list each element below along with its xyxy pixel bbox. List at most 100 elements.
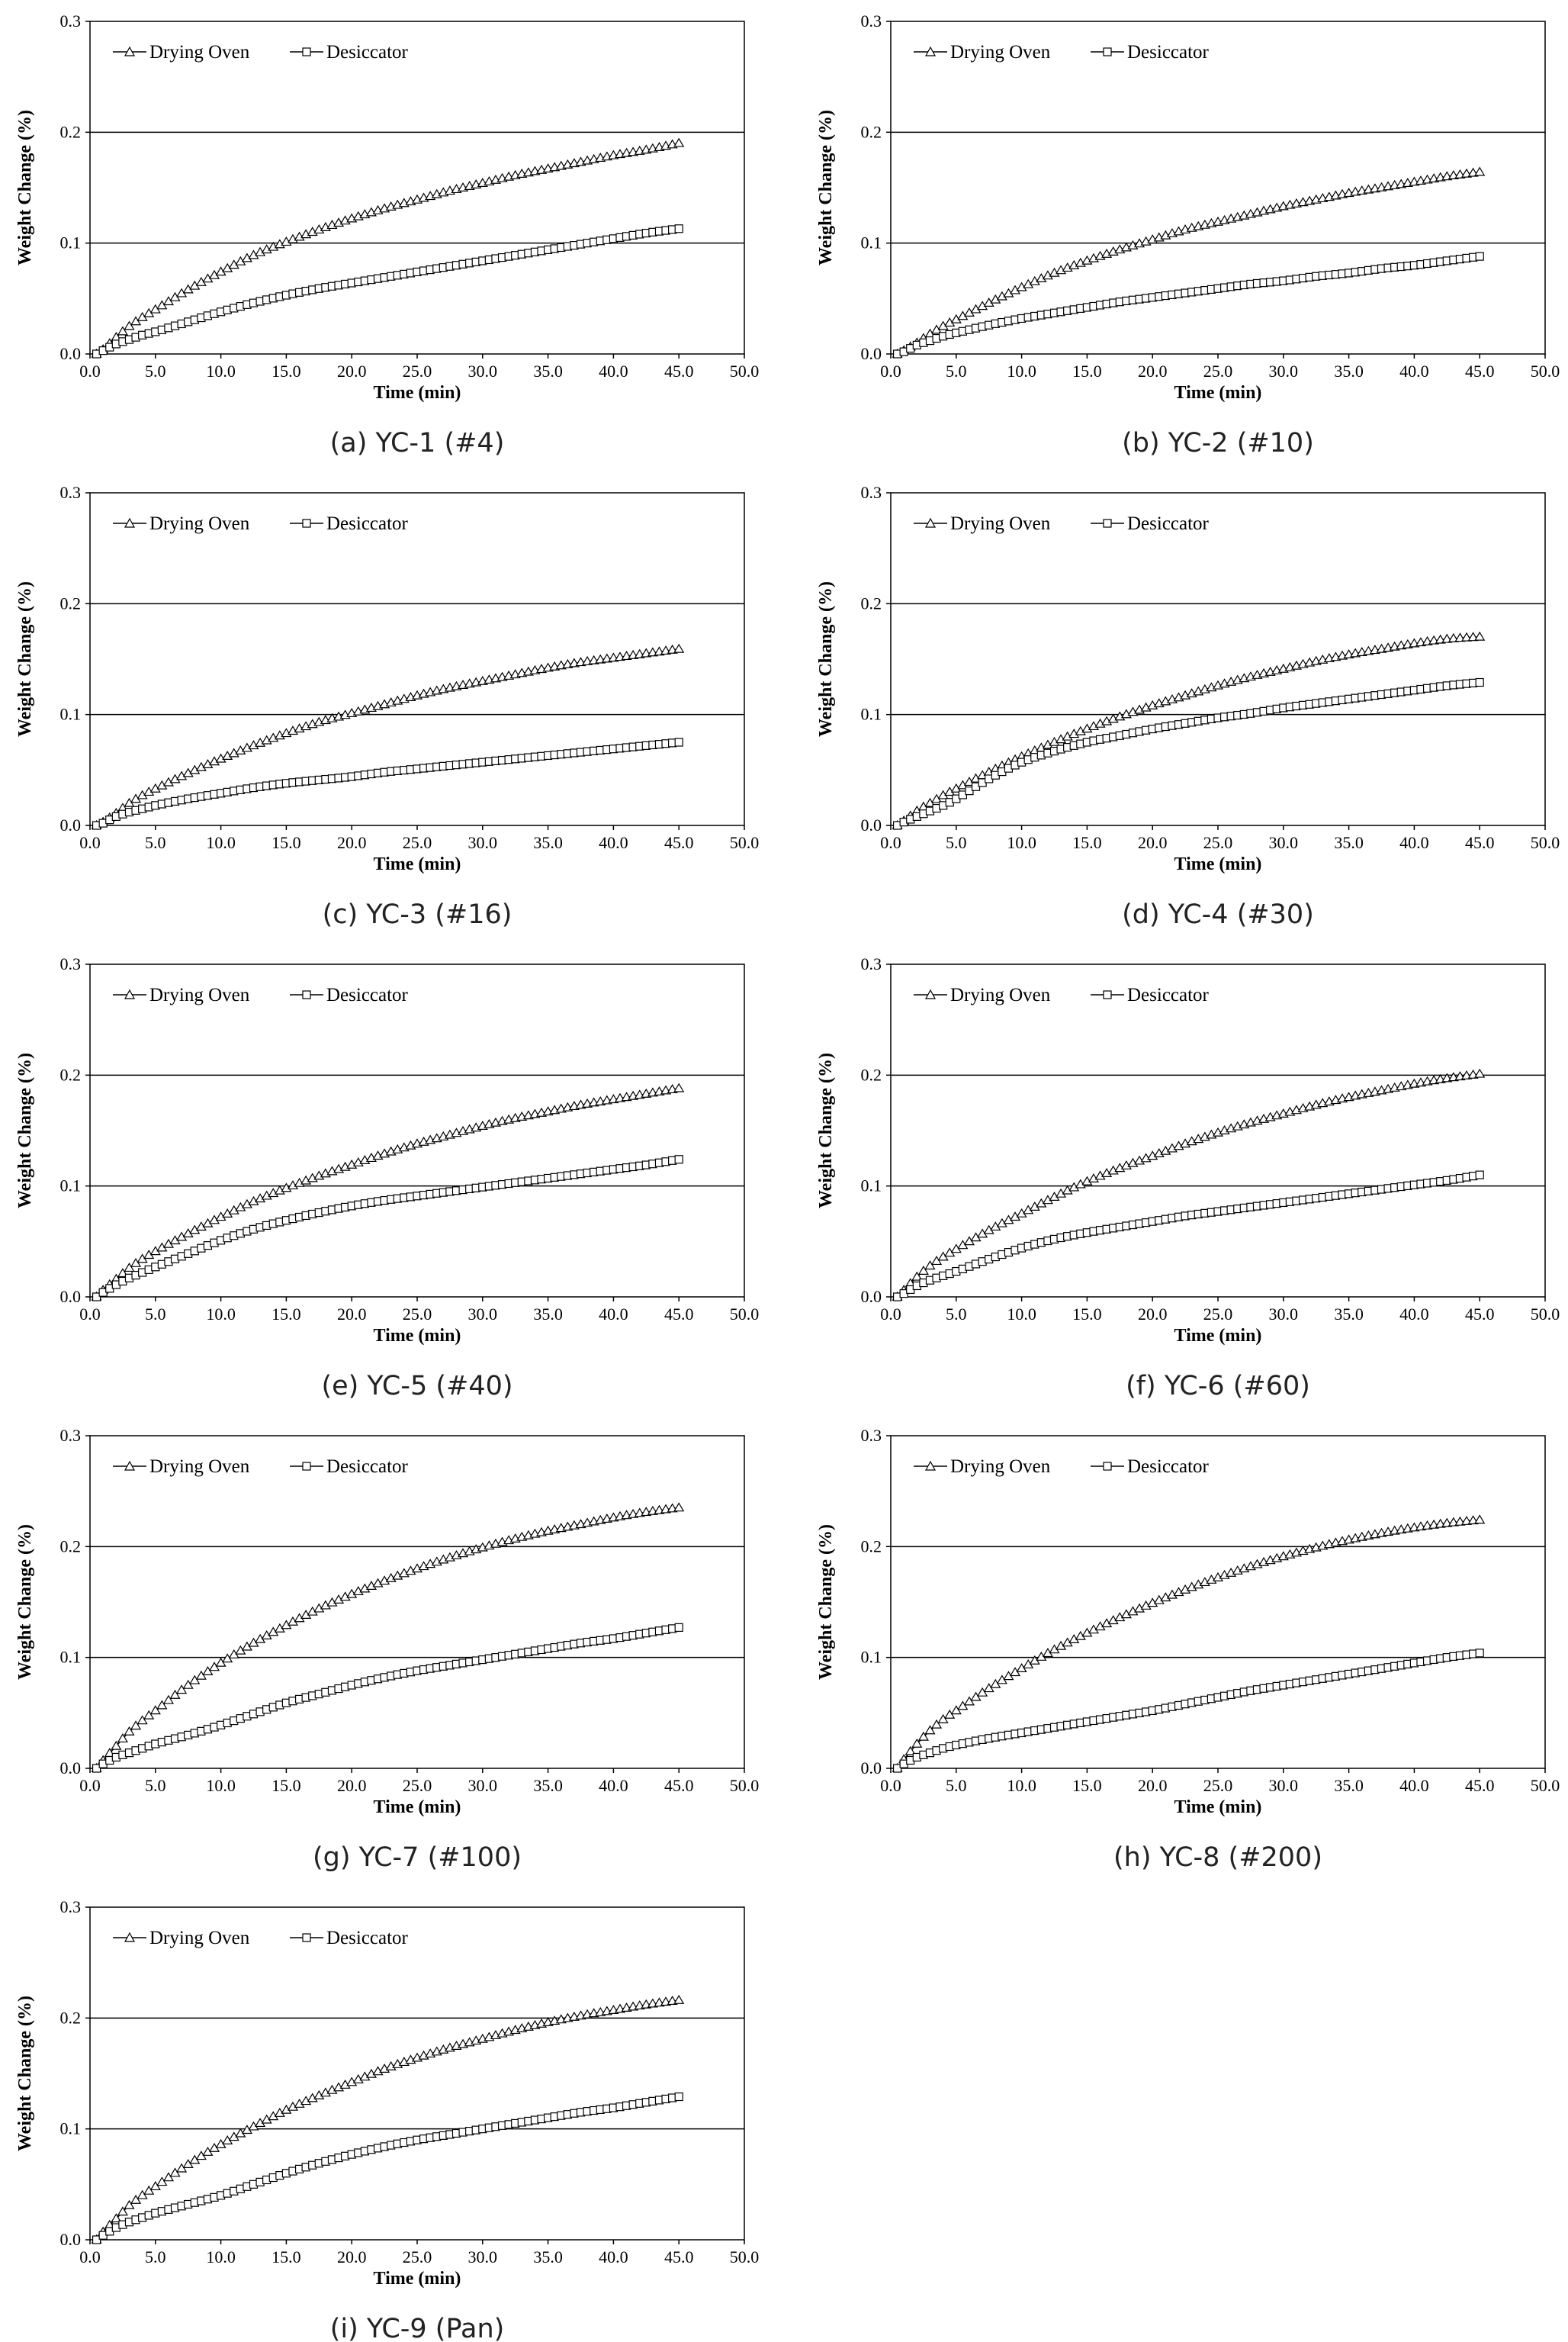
y-tick-label: 0.2 (60, 594, 82, 613)
x-tick-label: 0.0 (880, 1776, 901, 1795)
x-tick-label: 30.0 (468, 833, 498, 852)
data-point (1454, 632, 1466, 642)
legend-marker (1103, 1462, 1112, 1471)
series-desiccator (92, 1155, 683, 1301)
legend: Drying Oven Desiccator (914, 42, 1210, 63)
legend-marker (124, 989, 136, 999)
series-drying-oven (892, 1068, 1486, 1301)
y-tick-label: 0.1 (60, 705, 82, 724)
data-point (673, 1083, 685, 1092)
panel-caption: (c) YC-3 (#16) (323, 899, 512, 930)
x-tick-label: 20.0 (1138, 362, 1168, 381)
y-tick-label: 0.3 (861, 954, 882, 973)
x-tick-label: 15.0 (1072, 833, 1102, 852)
y-tick-label: 0.2 (861, 1065, 882, 1084)
data-point (1140, 1153, 1152, 1163)
y-tick-label: 0.0 (861, 1287, 882, 1306)
x-tick-label: 0.0 (880, 1305, 901, 1324)
data-point (674, 1155, 683, 1164)
legend-label: Drying Oven (149, 1928, 250, 1948)
x-tick-label: 5.0 (946, 1305, 967, 1324)
data-point (124, 1263, 135, 1272)
chart-panel-h: 0.0 0.1 0.2 0.3 0.0 5.0 10.0 15.0 20.0 25.0 30.0 35… (816, 1426, 1560, 1873)
data-point (1475, 252, 1484, 261)
y-tick-label: 0.1 (861, 1176, 882, 1195)
x-axis-title: Time (min) (1174, 1326, 1262, 1346)
x-tick-label: 0.0 (79, 2247, 101, 2266)
y-axis-title: Weight Change (%) (816, 581, 836, 737)
y-tick-label: 0.3 (60, 11, 82, 31)
series-drying-oven (892, 631, 1486, 829)
x-tick-label: 30.0 (1269, 1776, 1299, 1795)
x-tick-label: 50.0 (730, 362, 760, 381)
legend: Drying Oven Desiccator (113, 985, 409, 1005)
data-point (673, 1994, 685, 2004)
x-tick-label: 25.0 (403, 1305, 432, 1324)
x-axis-title: Time (min) (374, 854, 461, 874)
x-tick-label: 10.0 (1007, 1776, 1036, 1795)
x-tick-label: 30.0 (1269, 1305, 1299, 1324)
x-tick-label: 10.0 (206, 362, 236, 381)
legend-marker (302, 519, 311, 528)
x-tick-label: 5.0 (946, 362, 967, 381)
series-desiccator (892, 1649, 1484, 1773)
data-point (931, 1719, 943, 1729)
y-tick-label: 0.0 (60, 1758, 82, 1777)
legend-marker (302, 1462, 311, 1471)
panel-caption: (d) YC-4 (#30) (1122, 899, 1314, 930)
series-drying-oven (91, 643, 685, 829)
y-axis-title: Weight Change (%) (816, 110, 836, 265)
x-tick-label: 0.0 (79, 362, 101, 381)
y-tick-label: 0.2 (861, 594, 882, 613)
data-point (1474, 166, 1486, 176)
data-point (1094, 718, 1106, 728)
chart-panel-g: 0.0 0.1 0.2 0.3 0.0 5.0 10.0 15.0 20.0 25.0 30.0 35… (15, 1426, 759, 1873)
x-tick-label: 5.0 (145, 362, 166, 381)
data-point (673, 643, 685, 653)
y-tick-label: 0.3 (861, 1426, 882, 1445)
legend-label: Desiccator (326, 42, 409, 63)
x-axis-title: Time (min) (1174, 383, 1262, 403)
x-tick-label: 25.0 (1203, 362, 1233, 381)
y-tick-label: 0.1 (60, 1648, 82, 1667)
data-point (111, 1740, 122, 1750)
x-tick-label: 5.0 (145, 1305, 166, 1324)
x-tick-label: 5.0 (946, 1776, 967, 1795)
chart-panel-b: 0.0 0.1 0.2 0.3 0.0 5.0 10.0 15.0 20.0 25.0 30.0 35… (816, 11, 1560, 458)
data-point (911, 1271, 923, 1281)
legend-label: Drying Oven (950, 1456, 1051, 1477)
x-tick-label: 35.0 (533, 362, 563, 381)
data-point (169, 2167, 181, 2177)
legend-label: Desiccator (326, 1928, 409, 1948)
data-point (970, 1691, 982, 1701)
data-point (156, 2176, 168, 2186)
x-tick-label: 40.0 (1399, 1776, 1429, 1795)
x-tick-label: 25.0 (403, 2247, 432, 2266)
plot-area (89, 1906, 745, 2241)
plot-area (89, 21, 745, 355)
panel-caption: (h) YC-8 (#200) (1113, 1842, 1322, 1873)
x-tick-label: 50.0 (730, 2247, 760, 2266)
y-tick-label: 0.2 (60, 2008, 82, 2027)
x-tick-label: 50.0 (1531, 1305, 1560, 1324)
x-tick-label: 20.0 (337, 362, 367, 381)
y-tick-label: 0.2 (60, 122, 82, 141)
x-tick-label: 10.0 (206, 2247, 236, 2266)
y-tick-label: 0.0 (861, 1758, 882, 1777)
data-point (182, 1679, 194, 1689)
data-point (130, 2194, 142, 2204)
plot-area (890, 1435, 1546, 1769)
data-point (176, 1684, 188, 1694)
y-tick-label: 0.3 (60, 1897, 82, 1916)
data-point (117, 326, 128, 336)
series-drying-oven (91, 1083, 685, 1301)
x-tick-label: 50.0 (730, 1776, 760, 1795)
data-point (137, 2189, 148, 2199)
x-axis-title: Time (min) (374, 2269, 461, 2289)
x-tick-label: 30.0 (1269, 833, 1299, 852)
data-point (124, 2199, 135, 2209)
chart-panel-i: 0.0 0.1 0.2 0.3 0.0 5.0 10.0 15.0 20.0 25.0 30.0 35… (15, 1897, 759, 2342)
y-tick-label: 0.3 (60, 954, 82, 973)
data-point (904, 1745, 916, 1755)
data-point (937, 1713, 949, 1723)
